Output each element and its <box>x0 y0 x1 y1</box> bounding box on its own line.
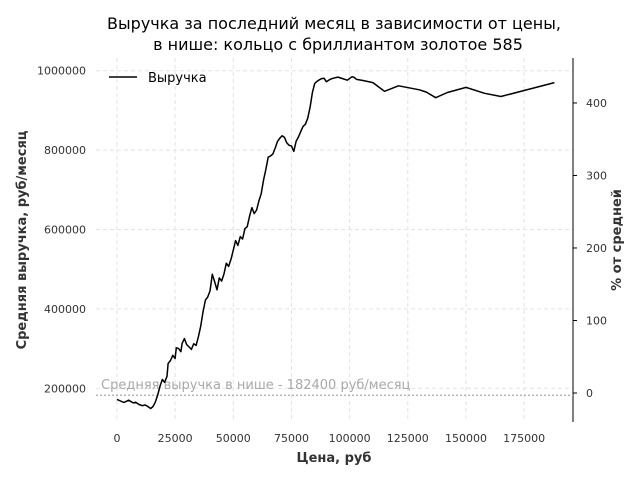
x-tick-label: 75000 <box>274 432 309 445</box>
y2-tick-label: 300 <box>586 169 607 182</box>
x-tick-label: 25000 <box>158 432 193 445</box>
y2-axis-ticks: 0 100 200 300 400 <box>573 97 607 400</box>
average-revenue-label: Средняя выручка в нише - 182400 руб/меся… <box>101 378 411 393</box>
y-tick-label: 200000 <box>44 382 86 395</box>
y2-tick-label: 100 <box>586 314 607 327</box>
x-axis-label: Цена, руб <box>297 451 372 466</box>
y2-tick-label: 200 <box>586 242 607 255</box>
legend: Выручка <box>109 71 207 86</box>
x-axis-ticks: 0 25000 50000 75000 100000 125000 150000 175000 <box>113 432 545 445</box>
y-tick-label: 800000 <box>44 144 86 157</box>
legend-label: Выручка <box>148 71 207 86</box>
y-axis-label: Средняя выручка, руб/месяц <box>15 130 30 349</box>
x-tick-label: 125000 <box>387 432 429 445</box>
x-tick-label: 100000 <box>329 432 371 445</box>
y2-axis-label: % от средней <box>610 189 625 291</box>
x-tick-label: 150000 <box>445 432 487 445</box>
revenue-series-line <box>116 75 555 410</box>
y-tick-label: 400000 <box>44 303 86 316</box>
x-tick-label: 175000 <box>503 432 545 445</box>
chart-title-line-2: в нише: кольцо с бриллиантом золотое 585 <box>153 35 523 54</box>
chart-title-line-1: Выручка за последний месяц в зависимости… <box>107 14 561 33</box>
x-tick-label: 50000 <box>216 432 251 445</box>
y-tick-label: 600000 <box>44 223 86 236</box>
x-tick-label: 0 <box>113 432 120 445</box>
y-axis-ticks: 200000 400000 600000 800000 1000000 <box>37 65 86 396</box>
y-tick-label: 1000000 <box>37 65 86 78</box>
grid-lines <box>96 58 573 422</box>
y2-tick-label: 400 <box>586 97 607 110</box>
y2-tick-label: 0 <box>586 387 593 400</box>
